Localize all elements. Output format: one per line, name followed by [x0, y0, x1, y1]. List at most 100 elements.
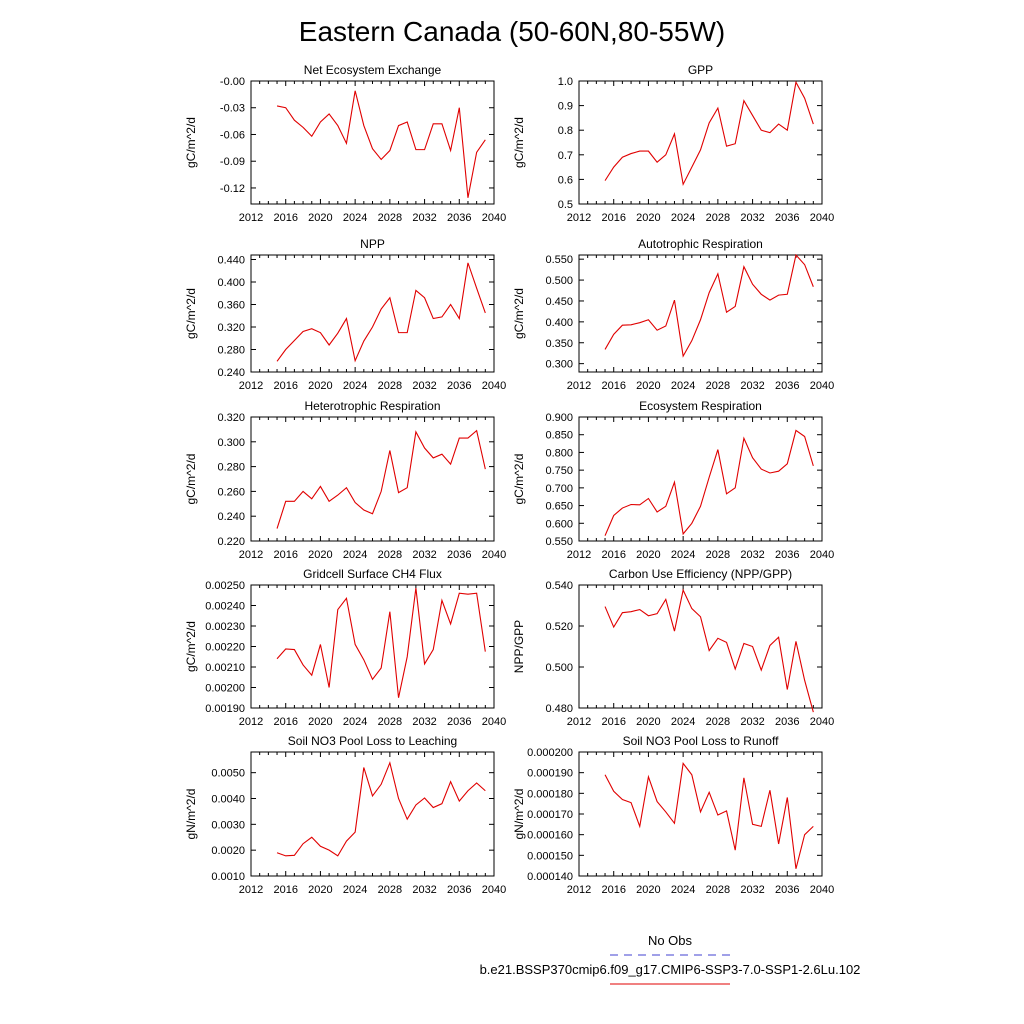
y-tick-label: 0.320	[217, 412, 245, 424]
x-tick-label: 2024	[343, 716, 367, 728]
series-line	[276, 90, 486, 198]
x-tick-label: 2012	[567, 549, 591, 561]
x-tick-label: 2024	[671, 549, 695, 561]
x-tick-label: 2012	[567, 716, 591, 728]
y-tick-label: 0.800	[545, 447, 573, 459]
x-tick-label: 2020	[308, 716, 332, 728]
y-tick-label: 0.0050	[211, 768, 245, 780]
plot-frame	[578, 254, 823, 373]
x-tick-label: 2020	[308, 884, 332, 896]
x-tick-label: 2040	[482, 549, 506, 561]
legend: No Obs b.e21.BSSP370cmip6.f09_g17.CMIP6-…	[480, 933, 861, 985]
chart-panel-8: Carbon Use Efficiency (NPP/GPP) 2012 2016 2…	[512, 567, 834, 728]
figure-title: Eastern Canada (50-60N,80-55W)	[299, 16, 725, 47]
x-tick-label: 2016	[601, 380, 625, 392]
x-tick-label: 2020	[308, 380, 332, 392]
x-tick-label: 2032	[740, 380, 764, 392]
x-tick-label: 2040	[482, 884, 506, 896]
plot-frame	[578, 751, 823, 877]
x-tick-label: 2028	[706, 549, 730, 561]
x-tick-label: 2020	[636, 549, 660, 561]
panel-title: GPP	[688, 63, 713, 77]
series-line	[604, 588, 814, 713]
series-line	[604, 429, 814, 536]
y-axis-label: gC/m^2/d	[184, 454, 198, 505]
x-tick-label: 2032	[412, 212, 436, 224]
x-tick-label: 2024	[671, 716, 695, 728]
chart-panel-10: Soil NO3 Pool Loss to Runoff 2012 2016 2020…	[512, 734, 834, 896]
y-tick-label: 0.300	[217, 437, 245, 449]
x-tick-label: 2040	[810, 212, 834, 224]
y-axis-label: gN/m^2/d	[512, 789, 526, 840]
x-tick-label: 2036	[447, 380, 471, 392]
chart-panel-3: NPP 2012 2016 2020 2024 2028 2032 2036 2040 0.240…	[184, 237, 506, 392]
series-line	[276, 262, 486, 363]
plot-frame	[578, 416, 823, 542]
plot-frame	[578, 80, 823, 205]
panel-title: Autotrophic Respiration	[638, 237, 763, 251]
x-tick-label: 2036	[775, 212, 799, 224]
y-axis-label: gN/m^2/d	[184, 789, 198, 840]
chart-panels: Net Ecosystem Exchange 2012 2016 2020 2024 20…	[184, 63, 834, 896]
x-tick-label: 2036	[775, 549, 799, 561]
x-tick-label: 2012	[239, 716, 263, 728]
y-tick-label: 0.0040	[211, 794, 245, 806]
x-tick-label: 2036	[775, 716, 799, 728]
x-tick-label: 2032	[740, 716, 764, 728]
x-tick-label: 2032	[740, 884, 764, 896]
series-line	[604, 253, 814, 358]
plot-frame	[250, 416, 495, 542]
x-tick-label: 2036	[775, 884, 799, 896]
y-tick-label: 0.280	[217, 345, 245, 357]
y-tick-label: 0.360	[217, 300, 245, 312]
y-tick-label: 0.00240	[205, 601, 245, 613]
y-tick-label: 0.8	[558, 125, 573, 137]
y-tick-label: 0.440	[217, 255, 245, 267]
x-tick-label: 2040	[810, 716, 834, 728]
x-tick-label: 2040	[482, 716, 506, 728]
x-tick-label: 2012	[567, 884, 591, 896]
y-tick-label: 0.480	[545, 703, 573, 715]
x-tick-label: 2040	[810, 884, 834, 896]
x-tick-label: 2032	[740, 212, 764, 224]
x-tick-label: 2036	[775, 380, 799, 392]
plot-frame	[578, 584, 823, 709]
y-tick-label: 0.700	[545, 483, 573, 495]
x-tick-label: 2024	[343, 380, 367, 392]
y-tick-label: 0.000140	[527, 871, 573, 883]
x-tick-label: 2020	[636, 380, 660, 392]
y-tick-label: 1.0	[558, 76, 573, 88]
x-tick-label: 2016	[601, 884, 625, 896]
panel-title: Soil NO3 Pool Loss to Runoff	[623, 734, 780, 748]
y-tick-label: -0.12	[220, 183, 245, 195]
y-tick-label: 0.0020	[211, 845, 245, 857]
y-tick-label: -0.00	[220, 76, 245, 88]
x-tick-label: 2016	[601, 549, 625, 561]
y-tick-label: 0.400	[217, 277, 245, 289]
x-tick-label: 2028	[378, 380, 402, 392]
chart-panel-2: GPP 2012 2016 2020 2024 2028 2032 2036 2040 0.5 0.…	[512, 63, 834, 224]
x-tick-label: 2016	[273, 212, 297, 224]
y-axis-label: gC/m^2/d	[512, 454, 526, 505]
y-tick-label: 0.500	[545, 662, 573, 674]
chart-panel-9: Soil NO3 Pool Loss to Leaching 2012 2016 20…	[184, 734, 506, 896]
y-tick-label: 0.000200	[527, 747, 573, 759]
x-tick-label: 2040	[810, 380, 834, 392]
legend-label-run: b.e21.BSSP370cmip6.f09_g17.CMIP6-SSP3-7.…	[480, 962, 861, 977]
y-tick-label: 0.550	[545, 536, 573, 548]
panel-title: Carbon Use Efficiency (NPP/GPP)	[609, 567, 792, 581]
plot-frame	[250, 254, 495, 373]
x-tick-label: 2040	[482, 212, 506, 224]
plot-frame	[250, 751, 495, 877]
x-tick-label: 2016	[273, 716, 297, 728]
panel-title: Ecosystem Respiration	[639, 399, 762, 413]
y-tick-label: 0.450	[545, 296, 573, 308]
x-tick-label: 2032	[740, 549, 764, 561]
x-tick-label: 2024	[343, 212, 367, 224]
y-tick-label: 0.9	[558, 101, 573, 113]
y-tick-label: 0.300	[545, 359, 573, 371]
legend-label-no-obs: No Obs	[648, 933, 693, 948]
y-tick-label: 0.750	[545, 465, 573, 477]
series-line	[276, 588, 486, 698]
x-tick-label: 2016	[273, 380, 297, 392]
